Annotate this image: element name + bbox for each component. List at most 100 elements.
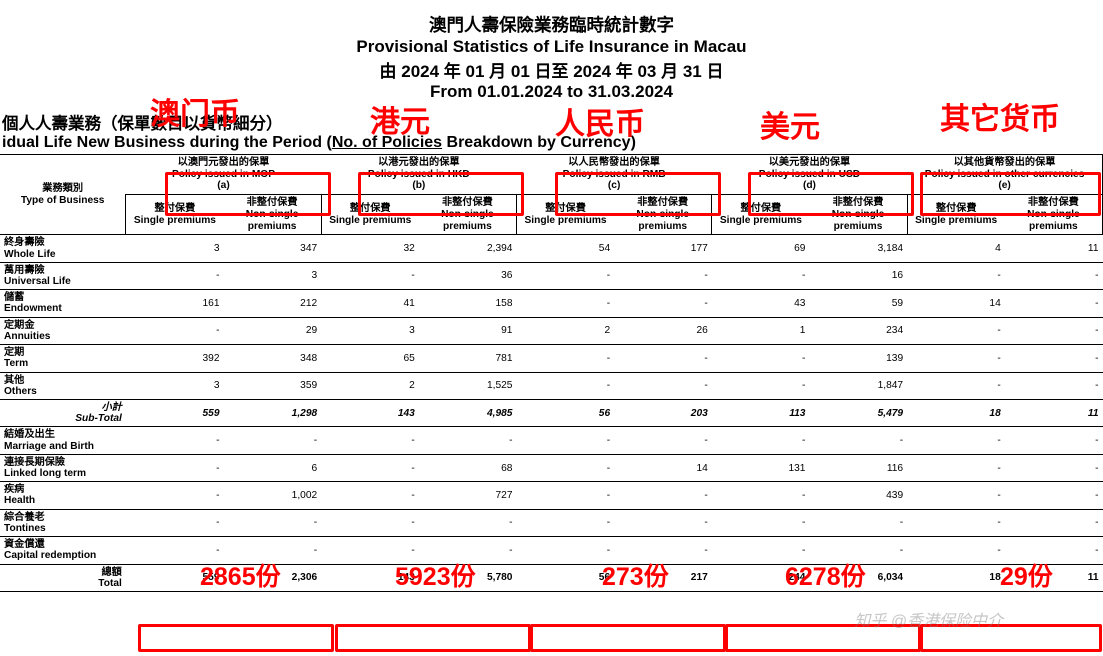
table-body-2: 結婚及出生Marriage and Birth----------連接長期保險L… [0, 427, 1103, 564]
cell: - [1005, 454, 1103, 481]
table-row: 綜合養老Tontines---------- [0, 509, 1103, 536]
annotation-label: 其它货币 [940, 105, 1060, 135]
cell: 14 [614, 454, 712, 481]
cell: - [224, 537, 322, 564]
annotation-count: 273份 [602, 565, 669, 590]
cell: 139 [809, 345, 907, 372]
table-total: 總額Total5592,3061435,780562172446,0341811 [0, 564, 1103, 591]
cell: 65 [321, 345, 419, 372]
annotation-box [920, 172, 1101, 216]
cell: 1,847 [809, 372, 907, 399]
cell: 1,525 [419, 372, 517, 399]
table-row: 終身壽險Whole Life3347322,39454177693,184411 [0, 235, 1103, 262]
cell: 56 [516, 399, 614, 426]
cell: 116 [809, 454, 907, 481]
cell: - [712, 372, 810, 399]
table-subtotal: 小計Sub-Total5591,2981434,985562031135,479… [0, 399, 1103, 426]
cell: - [224, 427, 322, 454]
cell: - [419, 509, 517, 536]
row-label: 綜合養老Tontines [0, 509, 126, 536]
th-type-en: Type of Business [21, 195, 105, 206]
th-type: 業務類別 Type of Business [0, 155, 126, 235]
cell: - [321, 482, 419, 509]
cell: - [516, 290, 614, 317]
annotation-label: 美元 [760, 113, 820, 143]
cell: 439 [809, 482, 907, 509]
cell: 56 [516, 564, 614, 591]
cell: - [1005, 290, 1103, 317]
cell: 1,298 [224, 399, 322, 426]
annotation-count: 2865份 [200, 565, 281, 590]
cell: 2 [321, 372, 419, 399]
table-body-1: 終身壽險Whole Life3347322,39454177693,184411… [0, 235, 1103, 400]
cell: - [712, 537, 810, 564]
row-label: 總額Total [0, 564, 126, 591]
cell: - [516, 482, 614, 509]
cell: 347 [224, 235, 322, 262]
page-header: 澳門人壽保險業務臨時統計數字 Provisional Statistics of… [0, 0, 1103, 102]
g3-zh: 以美元發出的保單 [769, 157, 851, 168]
cell: 32 [321, 235, 419, 262]
row-label: 小計Sub-Total [0, 399, 126, 426]
cell: - [614, 482, 712, 509]
cell: 359 [224, 372, 322, 399]
table-row: 定期金Annuities-293912261234-- [0, 317, 1103, 344]
table-row: 萬用壽險Universal Life-3-36---16-- [0, 262, 1103, 289]
cell: 158 [419, 290, 517, 317]
cell: 14 [907, 290, 1005, 317]
cell: - [321, 509, 419, 536]
cell: - [321, 454, 419, 481]
cell: - [907, 454, 1005, 481]
cell: - [516, 509, 614, 536]
row-label: 其他Others [0, 372, 126, 399]
annotation-label: 人民币 [555, 110, 645, 140]
period-zh: 由 2024 年 01 月 01 日至 2024 年 03 月 31 日 [0, 57, 1103, 82]
cell: 3 [321, 317, 419, 344]
cell: 5,479 [809, 399, 907, 426]
cell: 69 [712, 235, 810, 262]
row-label: 結婚及出生Marriage and Birth [0, 427, 126, 454]
cell: - [126, 482, 224, 509]
cell: - [712, 345, 810, 372]
cell: 91 [419, 317, 517, 344]
cell: 6 [224, 454, 322, 481]
table-row: 結婚及出生Marriage and Birth---------- [0, 427, 1103, 454]
row-label: 定期金Annuities [0, 317, 126, 344]
cell: 18 [907, 399, 1005, 426]
cell: - [907, 427, 1005, 454]
cell: - [516, 537, 614, 564]
cell: - [1005, 317, 1103, 344]
annotation-total-box [530, 624, 726, 652]
cell: - [1005, 509, 1103, 536]
cell: - [126, 454, 224, 481]
row-label: 終身壽險Whole Life [0, 235, 126, 262]
cell: 348 [224, 345, 322, 372]
cell: 36 [419, 262, 517, 289]
cell: - [516, 372, 614, 399]
cell: 392 [126, 345, 224, 372]
cell: - [907, 262, 1005, 289]
cell: 1,002 [224, 482, 322, 509]
row-label: 定期Term [0, 345, 126, 372]
cell: 4,985 [419, 399, 517, 426]
cell: 3,184 [809, 235, 907, 262]
cell: - [712, 262, 810, 289]
row-label: 疾病Health [0, 482, 126, 509]
table-row: 小計Sub-Total5591,2981434,985562031135,479… [0, 399, 1103, 426]
cell: - [1005, 372, 1103, 399]
cell: - [419, 537, 517, 564]
cell: - [907, 509, 1005, 536]
cell: 781 [419, 345, 517, 372]
cell: 16 [809, 262, 907, 289]
cell: - [614, 262, 712, 289]
cell: 3 [224, 262, 322, 289]
cell: - [224, 509, 322, 536]
cell: - [712, 427, 810, 454]
cell: - [126, 317, 224, 344]
cell: - [712, 509, 810, 536]
g2-zh: 以人民幣發出的保單 [568, 157, 660, 168]
title-zh: 澳門人壽保險業務臨時統計數字 [0, 12, 1103, 37]
cell: - [907, 317, 1005, 344]
annotation-count: 6278份 [785, 565, 866, 590]
cell: - [321, 427, 419, 454]
